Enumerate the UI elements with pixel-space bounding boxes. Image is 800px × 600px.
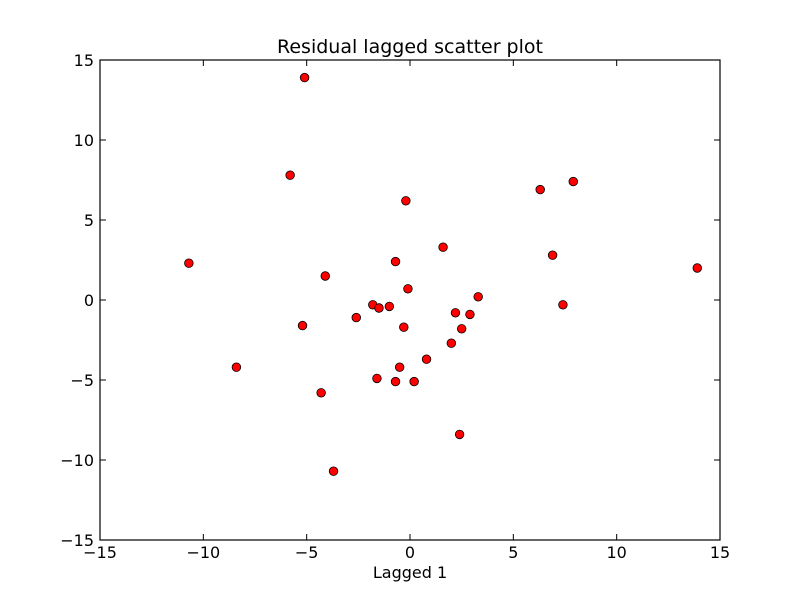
axis-ticks: −15 −10 −5 0 5 10 15 −15 −10 −5 0 5 10 15 bbox=[60, 51, 730, 562]
data-point-26 bbox=[473, 292, 483, 302]
y-tick-label: −5 bbox=[70, 371, 94, 390]
data-point-2 bbox=[184, 258, 194, 268]
data-point-12 bbox=[390, 256, 401, 267]
data-point-27 bbox=[454, 429, 465, 440]
x-axis-label: Lagged 1 bbox=[373, 563, 447, 582]
data-point-29 bbox=[568, 176, 578, 187]
data-point-10 bbox=[374, 303, 384, 313]
x-tick-label: −10 bbox=[186, 543, 220, 562]
x-tick-label: 10 bbox=[606, 543, 626, 562]
x-tick-label: −15 bbox=[83, 543, 117, 562]
data-point-19 bbox=[409, 376, 419, 387]
x-tick-label: −5 bbox=[295, 543, 319, 562]
data-point-31 bbox=[558, 300, 568, 310]
data-point-13 bbox=[401, 196, 411, 206]
y-tick-label: 5 bbox=[84, 211, 94, 230]
x-tick-label: 15 bbox=[710, 543, 730, 562]
y-tick-label: 15 bbox=[74, 51, 94, 70]
data-points bbox=[184, 72, 702, 476]
data-point-25 bbox=[465, 309, 475, 320]
data-point-8 bbox=[351, 312, 361, 323]
data-point-21 bbox=[438, 242, 448, 252]
plot-frame bbox=[99, 59, 721, 541]
data-point-3 bbox=[231, 362, 242, 372]
y-tick-label: −10 bbox=[60, 451, 94, 470]
data-point-20 bbox=[421, 354, 432, 364]
data-point-6 bbox=[316, 388, 326, 398]
x-tick-label: 5 bbox=[508, 543, 518, 562]
x-tick-label: 0 bbox=[405, 543, 415, 562]
data-point-4 bbox=[320, 271, 330, 281]
data-point-32 bbox=[692, 263, 702, 273]
data-point-23 bbox=[450, 308, 461, 318]
data-point-24 bbox=[456, 324, 467, 334]
data-point-30 bbox=[547, 250, 558, 260]
y-tick-label: −15 bbox=[60, 531, 94, 550]
data-point-17 bbox=[372, 373, 382, 384]
y-tick-label: 10 bbox=[74, 131, 94, 150]
data-point-5 bbox=[297, 320, 308, 331]
data-point-16 bbox=[394, 362, 405, 372]
data-point-15 bbox=[399, 322, 409, 332]
chart-title: Residual lagged scatter plot bbox=[277, 36, 543, 58]
y-tick-label: 0 bbox=[84, 291, 94, 310]
data-point-14 bbox=[403, 284, 413, 294]
data-point-7 bbox=[328, 466, 339, 476]
data-point-0 bbox=[299, 72, 310, 83]
data-point-1 bbox=[285, 170, 295, 180]
data-point-28 bbox=[535, 184, 545, 195]
data-point-11 bbox=[384, 301, 395, 312]
data-point-18 bbox=[390, 376, 401, 387]
data-point-22 bbox=[446, 338, 457, 348]
